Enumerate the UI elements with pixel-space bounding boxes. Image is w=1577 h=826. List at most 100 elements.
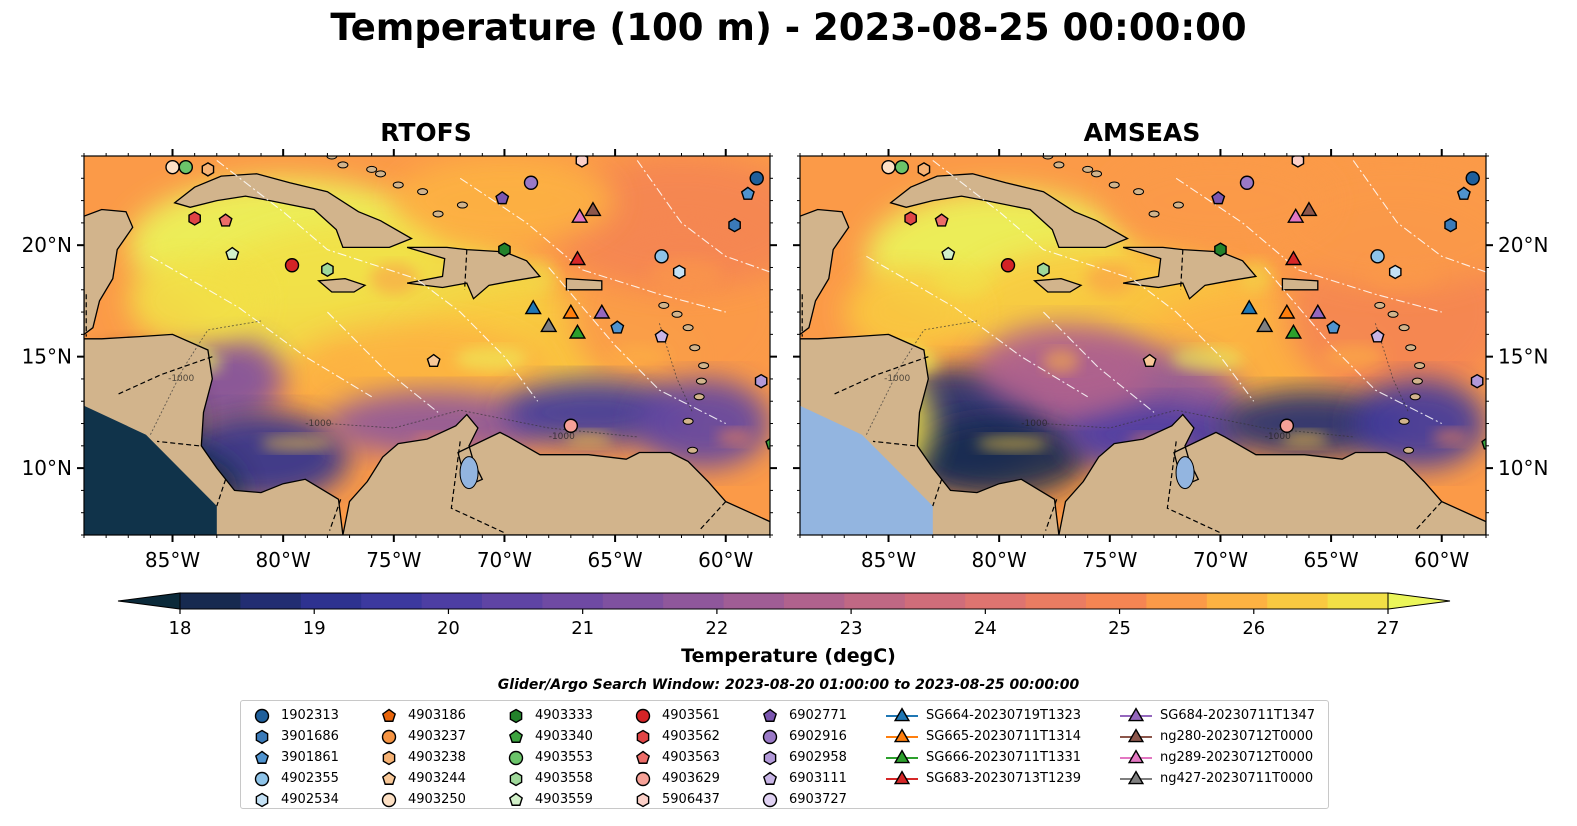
observation-marker[interactable] <box>881 159 896 175</box>
observation-marker[interactable] <box>593 303 611 319</box>
observation-marker[interactable] <box>584 201 602 217</box>
legend-item[interactable]: SG683-20230713T1239 <box>884 768 1081 789</box>
legend-marker[interactable] <box>893 727 911 742</box>
observation-marker[interactable] <box>1465 171 1480 186</box>
legend-marker[interactable] <box>1127 748 1145 763</box>
legend-item[interactable]: 1902313 <box>249 705 339 726</box>
legend-marker[interactable] <box>254 750 270 764</box>
legend-item[interactable]: SG666-20230711T1331 <box>884 747 1081 768</box>
observation-marker[interactable] <box>165 159 180 175</box>
observation-marker[interactable] <box>749 171 764 186</box>
observation-marker[interactable] <box>917 162 931 177</box>
legend-item[interactable]: 4903238 <box>376 747 466 768</box>
legend-item[interactable]: 4903559 <box>503 789 593 810</box>
legend-item[interactable]: 4903553 <box>503 747 593 768</box>
legend-marker[interactable] <box>762 729 778 744</box>
observation-marker[interactable] <box>568 323 587 339</box>
observation-marker[interactable] <box>1037 262 1050 278</box>
observation-marker[interactable] <box>1370 329 1385 343</box>
legend-item[interactable]: 4903629 <box>630 768 720 789</box>
observation-marker[interactable] <box>1239 175 1255 190</box>
observation-marker[interactable] <box>218 213 233 227</box>
observation-marker[interactable] <box>1470 373 1484 389</box>
legend-marker[interactable] <box>893 769 911 784</box>
observation-marker[interactable] <box>894 159 909 175</box>
observation-marker[interactable] <box>672 264 686 280</box>
legend-item[interactable]: SG664-20230719T1323 <box>884 705 1081 726</box>
legend-item[interactable]: 4903563 <box>630 747 720 768</box>
observation-marker[interactable] <box>540 317 558 333</box>
legend-marker[interactable] <box>1127 727 1145 742</box>
legend-marker[interactable] <box>254 771 270 786</box>
legend-marker[interactable] <box>382 750 396 765</box>
legend-item[interactable]: ng280-20230712T0000 <box>1118 726 1315 747</box>
observation-marker[interactable] <box>754 373 768 389</box>
legend-marker[interactable] <box>508 792 524 806</box>
observation-marker[interactable] <box>1240 299 1258 315</box>
observation-marker[interactable] <box>610 320 625 334</box>
legend-item[interactable]: 3901686 <box>249 726 339 747</box>
legend-item[interactable]: 4903237 <box>376 726 466 747</box>
legend-item[interactable]: 4903250 <box>376 789 466 810</box>
legend-item[interactable]: 6902958 <box>757 747 847 768</box>
observation-marker[interactable] <box>495 190 510 205</box>
legend-marker[interactable] <box>255 729 269 744</box>
observation-marker[interactable] <box>1211 190 1226 205</box>
legend-marker[interactable] <box>893 748 911 763</box>
observation-marker[interactable] <box>571 207 589 223</box>
observation-marker[interactable] <box>934 213 949 227</box>
observation-marker[interactable] <box>575 154 589 168</box>
observation-marker[interactable] <box>523 175 539 190</box>
observation-marker[interactable] <box>1300 201 1318 217</box>
legend-item[interactable]: 5906437 <box>630 789 720 810</box>
observation-marker[interactable] <box>188 211 201 226</box>
legend-item[interactable]: 6902916 <box>757 726 847 747</box>
legend-marker[interactable] <box>636 729 650 744</box>
observation-marker[interactable] <box>1256 317 1274 333</box>
observation-marker[interactable] <box>1481 437 1494 450</box>
observation-marker[interactable] <box>654 329 669 343</box>
legend-marker[interactable] <box>762 708 778 722</box>
legend-marker[interactable] <box>635 771 651 786</box>
observation-marker[interactable] <box>1370 249 1385 264</box>
legend-marker[interactable] <box>508 750 524 765</box>
legend-item[interactable]: 6903727 <box>757 789 847 810</box>
observation-marker[interactable] <box>1000 258 1016 273</box>
legend-item[interactable]: 4903561 <box>630 705 720 726</box>
observation-marker[interactable] <box>1214 242 1227 257</box>
legend-marker[interactable] <box>636 792 650 807</box>
observation-marker[interactable] <box>1456 186 1471 200</box>
legend-item[interactable]: 3901861 <box>249 747 339 768</box>
observation-marker[interactable] <box>568 250 587 266</box>
observation-marker[interactable] <box>201 162 215 177</box>
observation-marker[interactable] <box>284 258 300 273</box>
legend-marker[interactable] <box>255 792 269 807</box>
legend-item[interactable]: 4903186 <box>376 705 466 726</box>
map-panel-amseas[interactable]: -1000 -1000 -1000 85°W 80°W 75°W 70°W 65°W 60°W 1… <box>793 149 1548 572</box>
observation-marker[interactable] <box>654 249 669 264</box>
legend-marker[interactable] <box>509 771 523 786</box>
legend-marker[interactable] <box>763 750 777 765</box>
observation-marker[interactable] <box>1287 207 1305 223</box>
legend-item[interactable]: ng427-20230711T0000 <box>1118 768 1315 789</box>
legend-marker[interactable] <box>762 792 778 807</box>
observation-marker[interactable] <box>562 303 580 319</box>
observation-marker[interactable] <box>1278 303 1296 319</box>
legend-marker[interactable] <box>254 708 270 723</box>
observation-marker[interactable] <box>1309 303 1327 319</box>
observation-marker[interactable] <box>941 246 956 261</box>
legend-item[interactable]: 6903111 <box>757 768 847 789</box>
observation-marker[interactable] <box>1388 264 1402 280</box>
legend-item[interactable]: 6902771 <box>757 705 847 726</box>
legend-item[interactable]: SG665-20230711T1314 <box>884 726 1081 747</box>
observation-marker[interactable] <box>765 437 778 450</box>
legend-item[interactable]: ng289-20230712T0000 <box>1118 747 1315 768</box>
observation-marker[interactable] <box>728 217 741 233</box>
map-panel-rtofs[interactable]: -1000 -1000 -1000 85°W 80°W 75°W 70°W 65°W 60°W 1… <box>22 149 815 572</box>
legend-marker[interactable] <box>381 708 397 722</box>
legend-marker[interactable] <box>381 729 397 744</box>
observation-marker[interactable] <box>1284 250 1303 266</box>
legend-item[interactable]: 4903558 <box>503 768 593 789</box>
legend-item[interactable]: 4903562 <box>630 726 720 747</box>
observation-marker[interactable] <box>498 242 511 257</box>
